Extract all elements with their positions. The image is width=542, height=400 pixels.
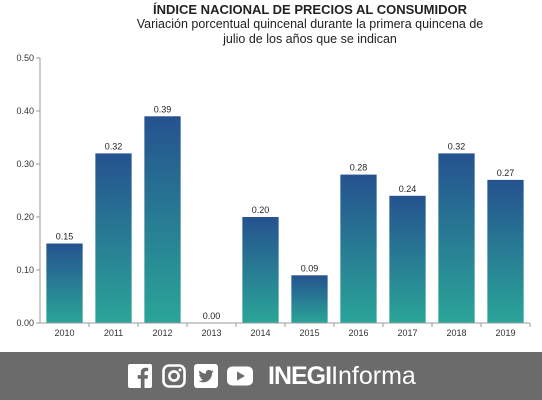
y-tick-label: 0.50 [16,53,34,63]
chart-subtitle-line-1: Variación porcentual quincenal durante l… [136,17,484,31]
y-tick-label: 0.40 [16,106,34,116]
bar-2010 [46,243,83,323]
x-tick-label-2013: 2013 [201,328,221,338]
x-tick-label-2018: 2018 [446,328,466,338]
brand-strong: INEGI [268,362,332,390]
y-tick-label: 0.20 [16,212,34,222]
x-tick-label-2019: 2019 [495,328,515,338]
value-label-2013: 0.00 [203,311,221,321]
x-tick-label-2015: 2015 [299,328,319,338]
bar-2017 [389,195,426,323]
value-label-2017: 0.24 [399,184,417,194]
x-tick-label-2017: 2017 [397,328,417,338]
youtube-icon[interactable] [227,364,253,388]
x-axis: 2010 2011 2012 2013 2014 2015 2016 2017 2018 2019 [40,322,531,338]
bar-2014 [242,217,279,323]
x-tick-label-2014: 2014 [250,328,270,338]
y-axis: 0.00 0.10 0.20 0.30 0.40 0.50 [16,53,41,328]
x-tick-label-2016: 2016 [348,328,368,338]
inegi-informa-logo: INEGIInforma [268,360,416,392]
brand-light: Informa [331,362,416,390]
x-tick-label-2010: 2010 [54,328,74,338]
bar-2019 [487,179,524,323]
y-tick-label: 0.10 [16,265,34,275]
x-tick-label-2011: 2011 [104,328,123,338]
value-label-2015: 0.09 [301,263,319,273]
value-label-2012: 0.39 [154,104,172,114]
bar-2012 [144,116,181,323]
bars: 0.15 0.32 0.39 0.00 0.20 0.09 0.28 0.24 0.32 0.27 [46,104,524,323]
chart-subtitle-line-2: julio de los años que se indican [223,32,397,46]
y-tick-label: 0.30 [16,159,34,169]
bar-2011 [95,153,132,323]
value-label-2018: 0.32 [448,141,466,151]
facebook-icon[interactable] [128,364,152,388]
bar-2015 [291,275,328,323]
chart-subtitle: Variación porcentual quincenal durante l… [0,17,542,47]
chart-title: ÍNDICE NACIONAL DE PRECIOS AL CONSUMIDOR [153,2,467,17]
value-label-2014: 0.20 [252,205,270,215]
value-label-2019: 0.27 [497,168,515,178]
twitter-icon[interactable] [194,364,218,388]
value-label-2011: 0.32 [105,141,123,151]
bar-chart: 0.00 0.10 0.20 0.30 0.40 0.50 0.15 0.32 0.39 0.0… [16,53,531,338]
bar-2018 [438,153,475,323]
footer-bar: INEGIInforma [0,352,542,400]
value-label-2010: 0.15 [56,232,74,242]
bar-2016 [340,174,377,323]
value-label-2016: 0.28 [350,163,368,173]
instagram-icon[interactable] [162,364,186,388]
y-tick-label: 0.00 [16,318,34,328]
x-tick-label-2012: 2012 [152,328,172,338]
